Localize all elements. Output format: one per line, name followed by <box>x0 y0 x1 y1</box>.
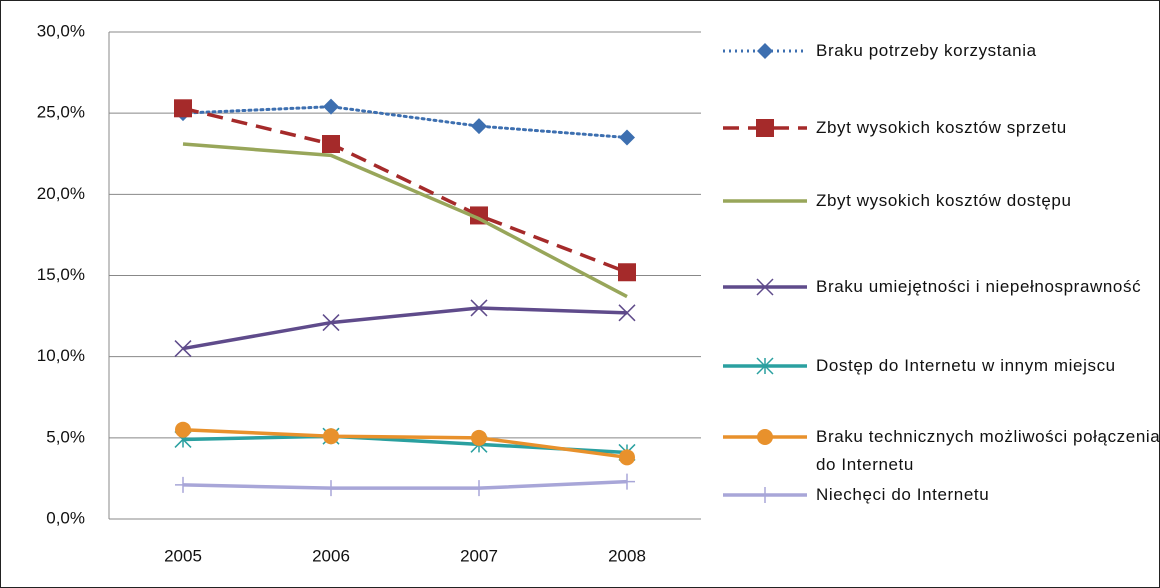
marker <box>322 314 340 332</box>
x-tick-label: 2006 <box>312 546 350 565</box>
legend-label: Zbyt wysokich kosztów sprzetu <box>816 118 1067 137</box>
y-tick-label: 25,0% <box>37 103 85 122</box>
y-tick-label: 5,0% <box>46 427 85 446</box>
marker <box>756 278 774 296</box>
y-tick-label: 10,0% <box>37 346 85 365</box>
marker <box>174 340 192 358</box>
marker <box>470 299 488 317</box>
marker <box>471 480 487 497</box>
legend-label: Braku umiejętności i niepełnosprawność <box>816 277 1142 296</box>
marker <box>756 119 774 137</box>
marker <box>323 428 339 445</box>
y-tick-label: 15,0% <box>37 265 85 284</box>
legend-label: Niechęci do Internetu <box>816 485 990 504</box>
x-tick-label: 2005 <box>164 546 202 565</box>
x-tick-label: 2008 <box>608 546 646 565</box>
marker <box>618 304 636 322</box>
marker <box>756 357 774 375</box>
marker <box>619 473 635 490</box>
series-line <box>181 105 629 140</box>
series-line <box>182 479 628 490</box>
marker <box>757 429 773 445</box>
marker <box>619 449 635 466</box>
marker <box>757 43 773 59</box>
marker <box>471 118 487 135</box>
marker <box>323 98 339 115</box>
y-tick-label: 20,0% <box>37 184 85 203</box>
marker <box>174 99 192 118</box>
marker <box>175 476 191 493</box>
legend-label: Braku technicznych możliwości połączenia… <box>816 427 1160 474</box>
x-tick-label: 2007 <box>460 546 498 565</box>
y-tick-label: 0,0% <box>46 508 85 527</box>
legend-label: Braku potrzeby korzystania <box>816 41 1037 60</box>
marker <box>175 421 191 438</box>
legend-label: Zbyt wysokich kosztów dostępu <box>816 191 1072 210</box>
y-tick-label: 30,0% <box>37 21 85 40</box>
series-line <box>182 106 628 274</box>
series-line <box>182 142 628 299</box>
marker <box>618 263 636 282</box>
marker <box>757 487 773 503</box>
marker <box>323 480 339 497</box>
series-line <box>182 306 628 351</box>
series-line <box>182 427 628 460</box>
marker <box>322 135 340 154</box>
marker <box>471 429 487 446</box>
marker <box>619 129 635 146</box>
legend-label: Dostęp do Internetu w innym miejscu <box>816 356 1116 375</box>
